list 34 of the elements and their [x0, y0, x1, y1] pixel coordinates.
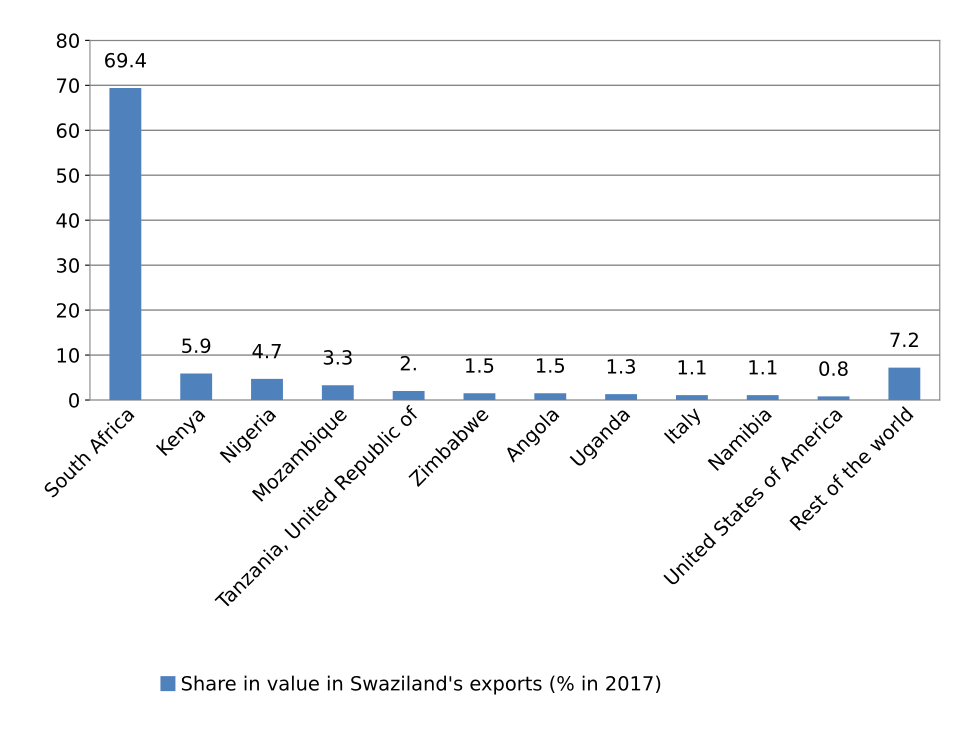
bar — [888, 368, 920, 400]
bar — [605, 394, 638, 400]
bar — [534, 393, 566, 400]
data-label: 1.1 — [678, 360, 706, 374]
data-label: 2. — [400, 356, 416, 370]
data-label: 69.4 — [105, 52, 146, 68]
y-tick-label: 30 — [56, 258, 79, 273]
y-tick-label: 0 — [69, 392, 79, 408]
legend-label: Share in value in Swaziland's exports (% in 2017) — [182, 676, 660, 694]
data-label: 1.5 — [466, 358, 494, 373]
bar — [180, 374, 212, 400]
data-label: 4.7 — [252, 344, 281, 358]
data-label: 1.1 — [749, 360, 776, 374]
y-tick-label: 80 — [56, 33, 79, 48]
y-tick-label: 40 — [56, 213, 79, 228]
data-label: 0.8 — [819, 361, 848, 376]
data-label: 7.2 — [890, 332, 918, 347]
bar — [818, 396, 850, 400]
y-tick-label: 20 — [56, 303, 79, 318]
data-label: 1.5 — [536, 358, 564, 373]
data-label: 5.9 — [182, 338, 210, 354]
bar — [109, 88, 142, 400]
y-tick-label: 60 — [56, 123, 79, 138]
bar — [676, 395, 708, 400]
bar — [392, 391, 425, 400]
data-label: 3.3 — [324, 350, 352, 365]
y-tick-label: 10 — [58, 348, 79, 363]
data-label: 1.3 — [608, 359, 635, 374]
bar — [464, 393, 496, 400]
bar — [322, 385, 354, 400]
bar — [251, 378, 283, 400]
y-tick-label: 70 — [57, 78, 79, 93]
y-tick-label: 50 — [56, 168, 79, 183]
bar — [746, 395, 779, 400]
